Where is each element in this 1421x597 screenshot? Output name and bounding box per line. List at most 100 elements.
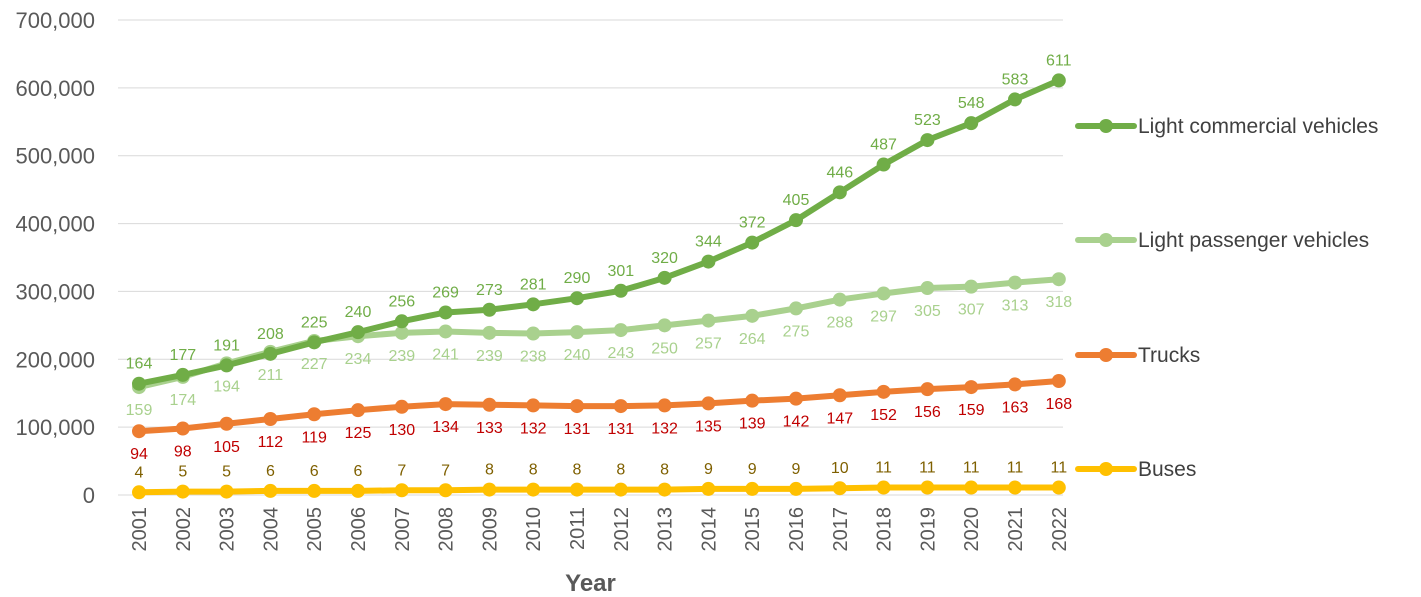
data-label: 269 [432, 284, 459, 301]
data-label: 156 [914, 404, 941, 421]
data-label: 152 [870, 407, 897, 424]
data-label: 318 [1045, 294, 1072, 311]
y-tick-label: 0 [83, 483, 95, 508]
data-point [394, 399, 409, 414]
data-label: 305 [914, 303, 941, 320]
data-point [876, 157, 891, 172]
data-label: 194 [213, 378, 240, 395]
data-point [307, 483, 322, 498]
data-point [526, 482, 541, 497]
data-label: 8 [485, 462, 494, 479]
legend: Light commercial vehicles Light passenger… [1075, 115, 1378, 481]
data-point [132, 376, 146, 391]
x-tick-label: 2018 [874, 507, 896, 552]
legend-swatch-marker [1099, 233, 1113, 247]
data-label: 290 [564, 270, 591, 287]
data-label: 11 [1050, 460, 1067, 477]
data-label: 139 [739, 416, 766, 433]
data-point [482, 397, 497, 412]
data-label: 133 [476, 420, 503, 437]
data-point [920, 382, 935, 397]
data-point [219, 358, 234, 373]
data-point [1008, 480, 1022, 495]
x-tick-label: 2021 [1005, 507, 1027, 552]
legend-swatch-marker [1099, 348, 1113, 362]
data-label: 240 [564, 347, 591, 364]
data-label: 320 [651, 250, 678, 267]
data-label: 8 [573, 462, 582, 479]
data-point [789, 391, 803, 406]
data-point [570, 325, 584, 340]
series-line [136, 77, 1062, 387]
data-point [482, 325, 497, 340]
data-label: 11 [875, 460, 892, 477]
data-label: 211 [258, 367, 284, 384]
y-axis: 0 100,000 200,000 300,000 400,000 500,000 600,… [15, 8, 95, 508]
data-label: 288 [826, 315, 853, 332]
data-label: 227 [301, 356, 328, 373]
data-point [570, 291, 584, 306]
data-label: 159 [126, 402, 153, 419]
data-point [789, 213, 803, 228]
y-tick-label: 100,000 [15, 415, 95, 440]
data-point [175, 421, 190, 436]
data-label: 9 [792, 461, 801, 478]
data-point [832, 185, 847, 200]
data-point [526, 398, 541, 413]
data-label: 10 [831, 460, 849, 477]
x-tick-label: 2015 [742, 507, 764, 552]
x-tick-label: 2002 [173, 507, 195, 552]
data-point [482, 302, 497, 317]
data-point [920, 133, 935, 148]
data-label: 523 [914, 112, 941, 129]
data-label: 238 [520, 349, 547, 366]
legend-swatch-marker [1099, 462, 1113, 476]
data-point [1008, 275, 1022, 290]
series-buses [132, 480, 1066, 500]
data-point [701, 396, 716, 411]
data-point [351, 483, 365, 498]
data-point [701, 313, 716, 328]
data-label: 11 [919, 460, 936, 477]
data-point [1051, 374, 1066, 388]
data-label: 94 [130, 446, 148, 463]
data-label: 6 [354, 463, 363, 480]
data-point [263, 346, 278, 361]
data-label: 7 [441, 462, 450, 479]
data-label: 125 [345, 425, 372, 442]
data-label: 168 [1045, 396, 1072, 413]
data-label: 135 [695, 418, 722, 435]
x-tick-label: 2019 [917, 507, 939, 552]
data-point [219, 484, 234, 499]
series-trucks [132, 374, 1066, 439]
data-point [1051, 272, 1066, 287]
data-label: 8 [616, 462, 625, 479]
data-point [789, 481, 803, 496]
data-point [132, 485, 146, 500]
data-point [789, 301, 803, 316]
data-label: 208 [257, 326, 284, 343]
data-point [613, 323, 628, 338]
data-label: 6 [310, 463, 319, 480]
data-point [175, 484, 190, 499]
data-point [438, 305, 453, 320]
x-tick-label: 2022 [1049, 507, 1071, 552]
series-line [136, 484, 1062, 496]
data-label: 9 [704, 461, 713, 478]
data-point [394, 314, 409, 329]
data-label: 275 [783, 323, 810, 340]
legend-item: Light passenger vehicles [1075, 229, 1369, 252]
data-label: 241 [432, 346, 459, 363]
data-point [701, 254, 716, 269]
data-label: 11 [1007, 460, 1024, 477]
y-tick-label: 200,000 [15, 347, 95, 372]
data-label: 119 [301, 429, 327, 446]
data-label: 5 [222, 464, 231, 481]
legend-item: Trucks [1075, 344, 1200, 367]
data-point [482, 482, 497, 497]
data-label: 611 [1046, 52, 1072, 69]
data-point [876, 286, 891, 301]
data-point [745, 308, 760, 323]
data-label: 234 [345, 351, 372, 368]
data-label: 405 [783, 192, 810, 209]
